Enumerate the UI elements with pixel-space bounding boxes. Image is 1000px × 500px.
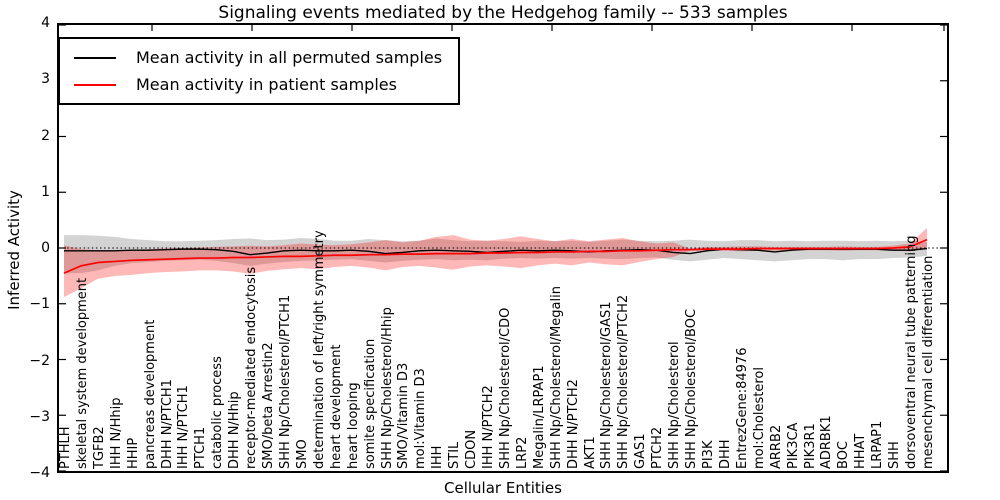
x-tick-label: PI3K [701,440,717,469]
x-tick-label: dorsoventral neural tube patterning [904,235,920,469]
x-tick-label: HHIP [125,437,141,469]
x-tick-label: determination of left/right symmetry [311,230,327,469]
legend-item-patient: Mean activity in patient samples [74,71,442,98]
y-tick-label: 2 [41,127,50,144]
permuted-band [64,235,927,274]
x-tick-label: SMO [294,439,310,469]
patient-line-sample-icon [74,83,116,86]
x-tick-label: SHH Np/Cholesterol/CDO [497,307,513,469]
legend: Mean activity in all permuted samples Me… [58,37,461,105]
y-tick-label: 3 [41,71,50,88]
x-tick-label: PTHLH [58,426,73,469]
y-tick-label: 1 [41,183,50,200]
x-tick-label: PTCH1 [193,426,209,469]
x-tick-label: PIK3CA [785,422,801,469]
y-tick-label: 0 [41,240,50,256]
permuted-line-sample-icon [74,56,116,59]
x-tick-label: SHH Np/Cholesterol/GAS1 [599,301,615,469]
x-tick-label: receptor-mediated endocytosis [244,266,260,469]
permuted-mean-line [64,247,928,256]
x-tick-label: SHH Np/Cholesterol/PTCH2 [616,294,632,469]
x-tick-label: SHH Np/Cholesterol [667,341,683,469]
x-tick-label: IHH N/PTCH1 [176,385,192,469]
x-tick-label: LRP2 [514,436,530,469]
x-tick-label: AKT1 [582,436,598,469]
x-tick-label: PIK3R1 [802,423,818,469]
x-tick-label: ARRB2 [768,424,784,469]
x-tick-label: skeletal system development [74,277,90,469]
x-tick-label: STIL [447,441,463,469]
y-tick-label: −1 [29,296,50,313]
x-tick-label: SHH Np/Cholesterol/BOC [684,308,700,469]
x-tick-label: BOC [836,441,852,469]
x-tick-label: mol:Cholesterol [751,367,767,469]
chart-title: Signaling events mediated by the Hedgeho… [218,3,788,23]
x-tick-label: SHH Np/Cholesterol/PTCH1 [277,294,293,469]
patient-mean-line [63,238,928,274]
x-tick-label: SMO/beta Arrestin2 [261,342,277,469]
x-tick-label: catabolic process [210,356,226,469]
x-tick-label: PTCH2 [650,426,666,469]
y-tick-label: −2 [29,352,50,369]
x-tick-label: IHH N/PTCH2 [481,385,497,469]
plot-area: PTHLH skeletal system development TGFB2 IHH… [57,23,949,473]
x-tick-label: SMO/Vitamin D3 [396,362,412,469]
chart-canvas [59,25,947,471]
patient-band [64,227,927,298]
x-tick-label: SHH Np/Cholesterol/Megalin [548,286,564,469]
x-tick-label: heart development [328,344,344,469]
x-tick-label: ADRBK1 [819,415,835,469]
x-axis-label: Cellular Entities [444,479,562,497]
legend-label: Mean activity in patient samples [136,75,397,94]
x-tick-label: TGFB2 [91,426,107,469]
x-tick-label: pancreas development [142,319,158,469]
legend-item-permuted: Mean activity in all permuted samples [74,44,442,71]
x-tick-label: DHH N/PTCH1 [159,379,175,469]
x-tick-label: EntrezGene:84976 [734,347,750,469]
x-tick-label: Megalin/LRPAP1 [531,365,547,469]
x-tick-label: CDON [464,429,480,469]
legend-label: Mean activity in all permuted samples [136,48,443,67]
x-tick-label: GAS1 [633,433,649,470]
x-tick-label: LRPAP1 [870,420,886,469]
y-tick-label: −4 [29,465,50,481]
x-tick-label: mol:Vitamin D3 [413,368,429,469]
x-tick-label: mesenchymal cell differentiation [921,255,936,469]
y-tick-label: 4 [41,15,50,31]
x-tick-label: IHH [430,445,446,469]
y-tick-label: −3 [29,408,50,425]
x-tick-label: heart looping [345,382,361,469]
x-tick-label: SHH [887,441,903,469]
x-tick-label: SHH Np/Cholesterol/Hhip [379,307,395,469]
x-tick-label: somite specification [362,338,378,469]
x-tick-label: DHH N/Hhip [227,391,243,469]
x-tick-label: DHH N/PTCH2 [565,379,581,469]
x-tick-label: HHAT [853,433,869,469]
x-tick-label: DHH [717,439,733,469]
x-tick-label: IHH N/Hhip [108,397,124,470]
